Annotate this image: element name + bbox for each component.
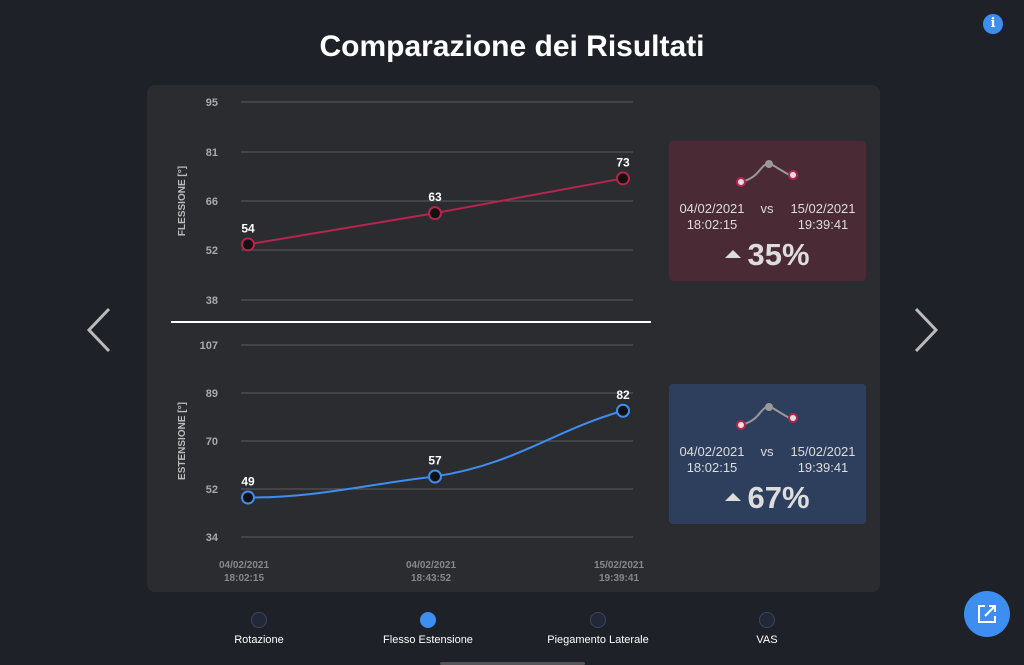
data-point — [616, 403, 630, 418]
tab-indicator[interactable] — [759, 612, 775, 628]
improvement-percent: 35% — [669, 237, 866, 273]
tab-indicator[interactable] — [420, 612, 436, 628]
data-label: 82 — [616, 388, 630, 402]
end-date: 15/02/2021 19:39:41 — [790, 444, 856, 475]
start-date: 04/02/2021 18:02:15 — [679, 444, 745, 475]
data-label: 73 — [616, 155, 630, 169]
x-tick-date: 04/02/2021 — [219, 560, 269, 571]
data-label: 54 — [241, 221, 255, 235]
y-tick-label: 38 — [206, 295, 218, 307]
x-tick-date: 15/02/2021 — [594, 560, 644, 571]
tab-indicator[interactable] — [590, 612, 606, 628]
data-point — [241, 490, 255, 505]
y-tick-label: 95 — [206, 97, 218, 109]
extension-summary-card: 04/02/2021 18:02:15 vs 15/02/2021 19:39:41… — [669, 384, 866, 524]
x-tick-time: 19:39:41 — [599, 573, 639, 584]
tab-rotazione[interactable]: Rotazione — [174, 610, 344, 646]
tab-flesso-estensione[interactable]: Flesso Estensione — [343, 610, 513, 646]
start-date: 04/02/2021 18:02:15 — [679, 201, 745, 232]
data-point — [241, 237, 255, 252]
data-label: 49 — [241, 475, 255, 489]
data-point — [428, 206, 442, 221]
improvement-percent: 67% — [669, 480, 866, 516]
data-label: 63 — [428, 190, 442, 204]
trend-sparkline-icon — [736, 403, 798, 430]
chevron-right-icon[interactable] — [910, 305, 940, 355]
share-button[interactable] — [964, 591, 1010, 637]
tab-vas[interactable]: VAS — [682, 610, 852, 646]
vs-label: vs — [760, 201, 774, 216]
flexion-summary-card: 04/02/2021 18:02:15 vs 15/02/2021 19:39:41… — [669, 141, 866, 281]
tab-label: Flesso Estensione — [383, 634, 473, 646]
y-tick-label: 52 — [206, 484, 218, 496]
y-tick-label: 107 — [200, 340, 218, 352]
trend-sparkline-icon — [736, 160, 798, 187]
x-tick-date: 04/02/2021 — [406, 560, 456, 571]
page-title: Comparazione dei Risultati — [319, 30, 705, 63]
data-point — [428, 469, 442, 484]
home-indicator — [440, 662, 585, 665]
x-tick-time: 18:02:15 — [224, 573, 264, 584]
info-icon[interactable]: i — [983, 14, 1003, 34]
y-tick-label: 89 — [206, 388, 218, 400]
exercise-tabs: Rotazione Flesso Estensione Piegamento L… — [0, 610, 1024, 650]
arrow-up-icon — [725, 249, 742, 258]
tab-piegamento-laterale[interactable]: Piegamento Laterale — [513, 610, 683, 646]
end-date: 15/02/2021 19:39:41 — [790, 201, 856, 232]
x-tick-time: 18:43:52 — [411, 573, 451, 584]
external-link-icon — [978, 605, 996, 623]
chevron-left-icon[interactable] — [85, 305, 115, 355]
tab-indicator[interactable] — [251, 612, 267, 628]
y-tick-label: 81 — [206, 147, 218, 159]
vs-label: vs — [760, 444, 774, 459]
tab-label: Piegamento Laterale — [547, 634, 649, 646]
y-tick-label: 66 — [206, 196, 218, 208]
y-tick-label: 34 — [206, 532, 219, 544]
data-label: 57 — [428, 454, 442, 468]
y-axis-title: FLESSIONE [°] — [177, 166, 188, 236]
data-point — [616, 171, 630, 186]
y-tick-label: 70 — [206, 436, 218, 448]
tab-label: Rotazione — [234, 634, 284, 646]
y-axis-title: ESTENSIONE [°] — [177, 402, 188, 480]
arrow-up-icon — [725, 492, 742, 501]
y-tick-label: 52 — [206, 245, 218, 257]
tab-label: VAS — [756, 634, 778, 646]
